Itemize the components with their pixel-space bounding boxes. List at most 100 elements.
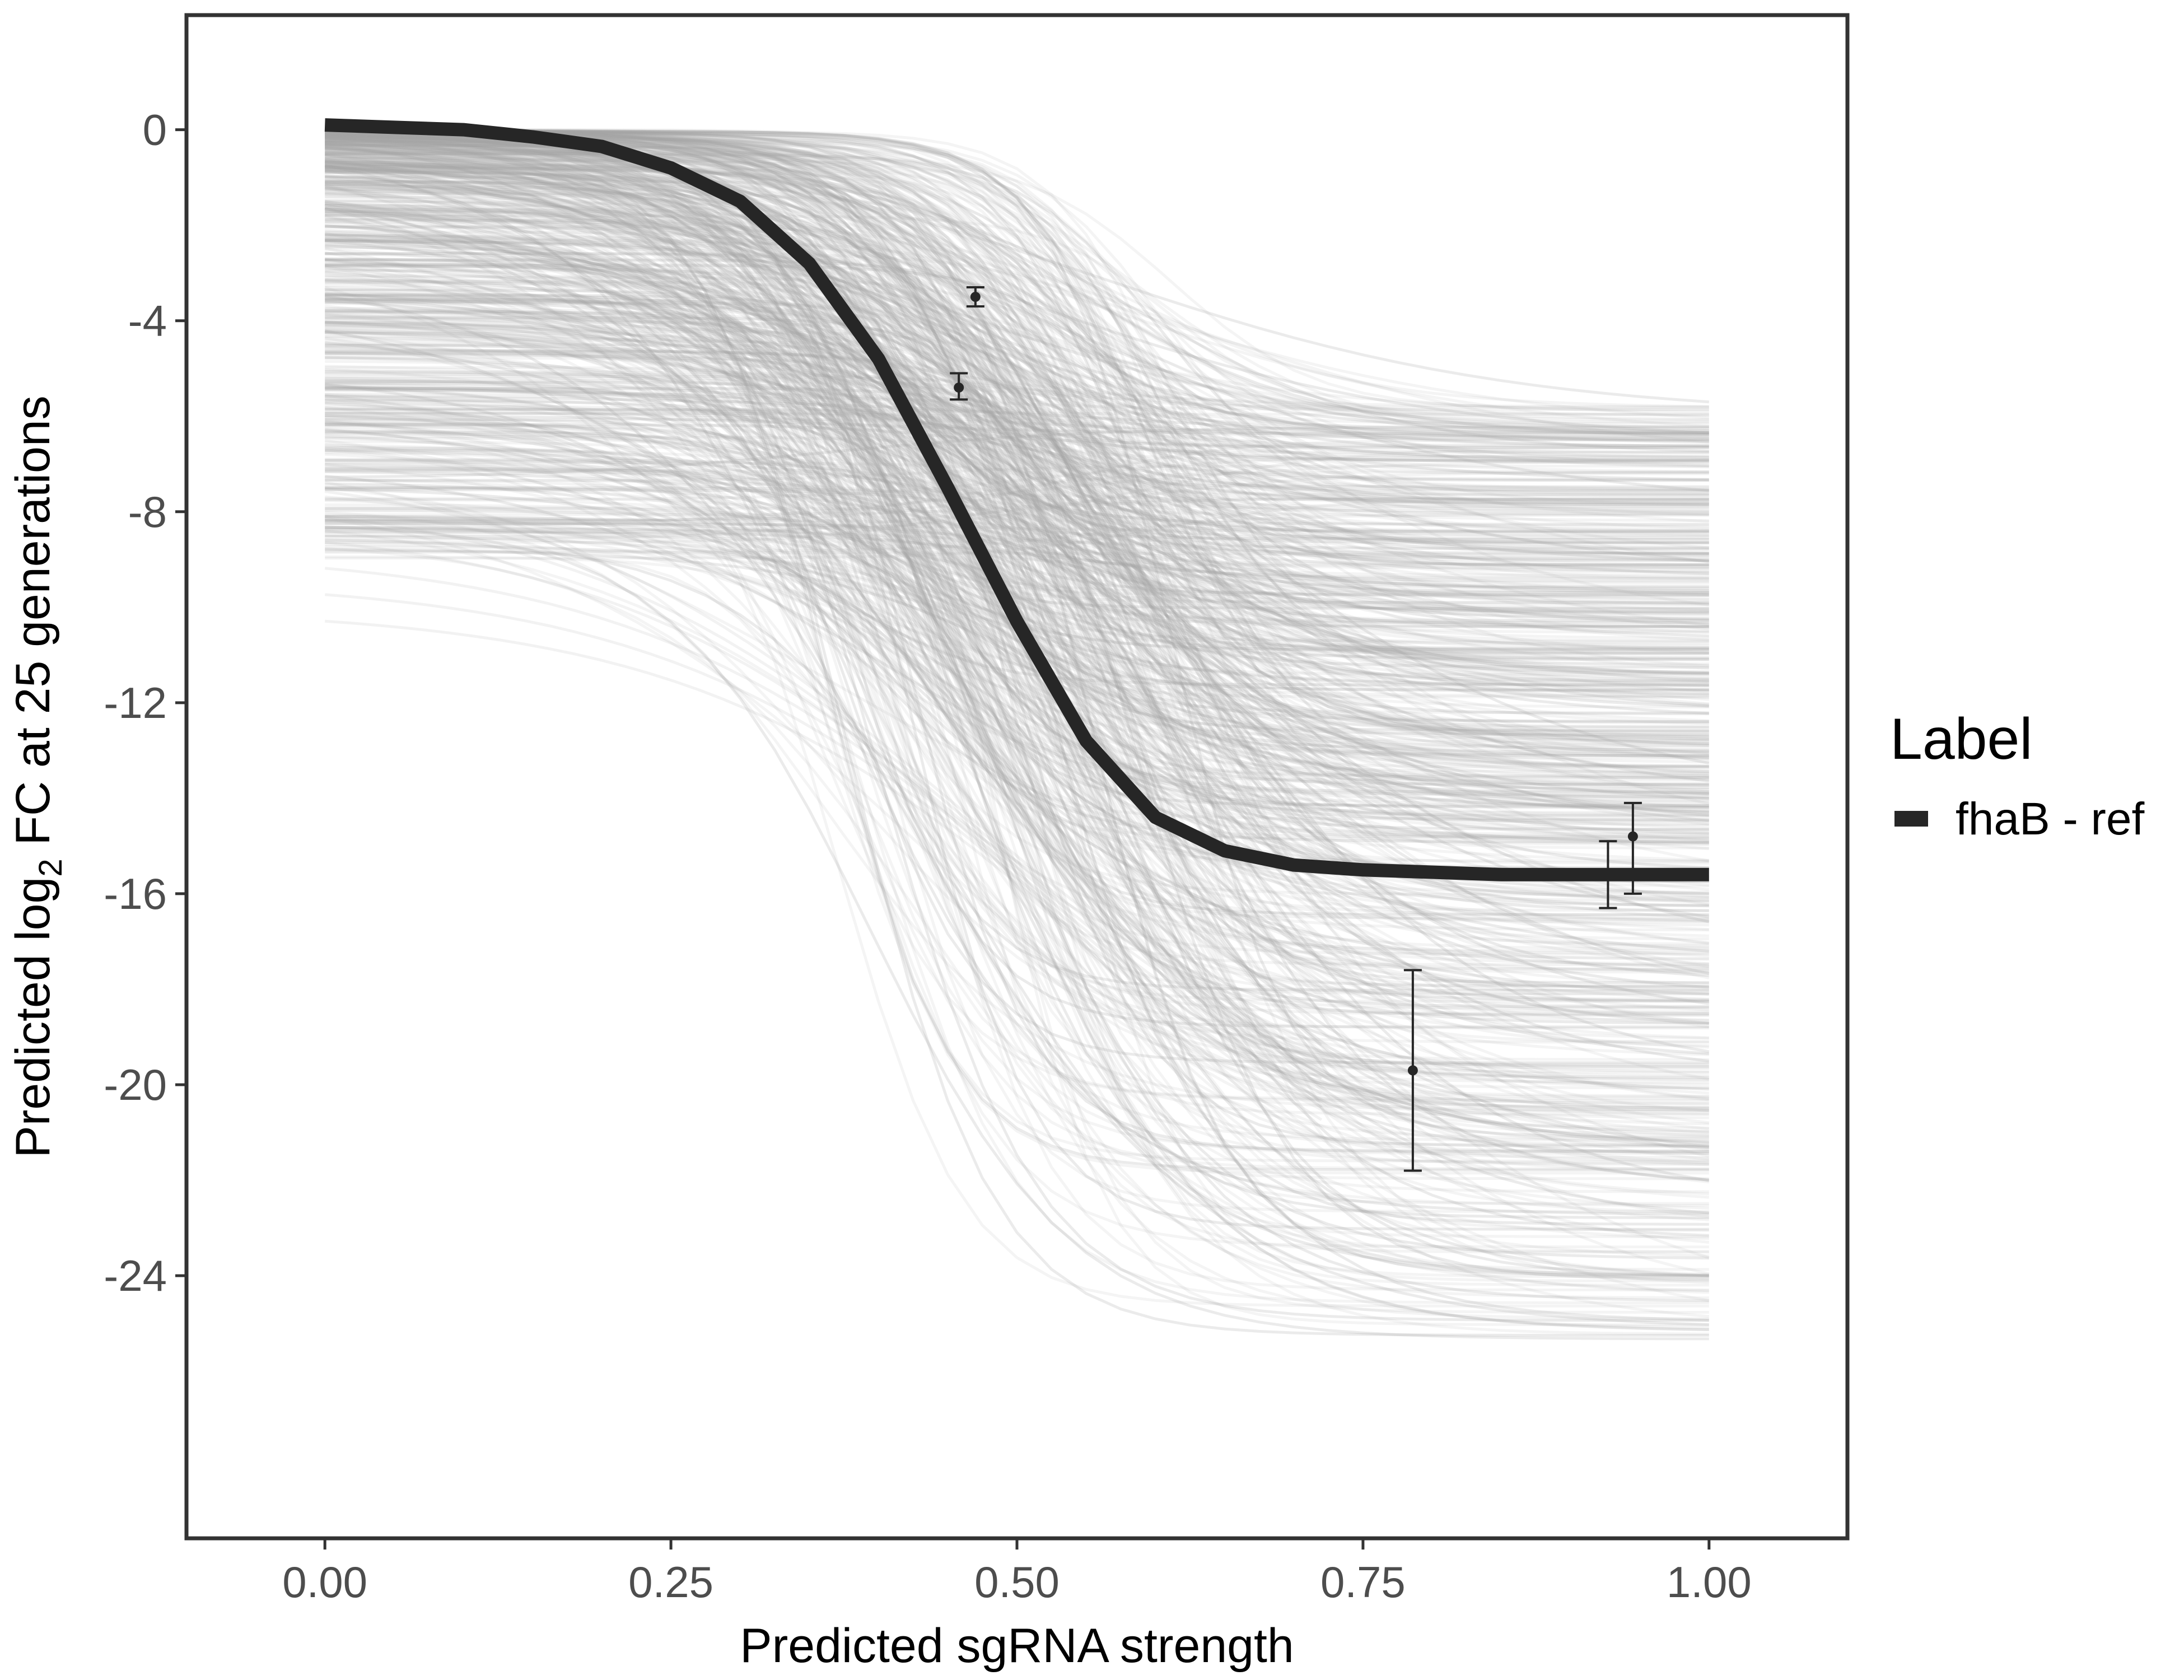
posterior-curve [325,141,1710,765]
posterior-curve [325,137,1709,404]
posterior-curve [325,357,1709,512]
posterior-curve [325,181,1709,1171]
posterior-curve [325,316,1709,984]
posterior-curve [325,368,1709,696]
posterior-curve [325,130,1709,628]
posterior-curve [325,233,1709,835]
posterior-curve [324,160,1709,691]
posterior-curve [325,468,1709,1015]
posterior-curve [325,499,1709,779]
posterior-curve [325,411,1709,696]
posterior-curve [325,269,1709,821]
posterior-curve [325,289,1709,895]
posterior-curve [324,251,1710,1025]
posterior-curve [324,463,1710,887]
posterior-curve [325,143,1709,492]
posterior-curve [325,192,1709,1015]
posterior-curve [325,380,1709,709]
posterior-curve [325,459,1709,896]
posterior-curve [325,131,1709,422]
posterior-curve [325,551,1709,556]
posterior-curve [325,314,1710,631]
posterior-curve [325,414,1709,436]
y-tick-label: -16 [104,869,167,918]
posterior-curve [325,547,1709,1331]
posterior-curve [325,332,1709,961]
posterior-curve [324,142,1709,655]
posterior-curve [325,258,1709,502]
posterior-curve [325,129,1709,567]
posterior-curve [325,423,1709,1090]
posterior-curve [325,131,1709,796]
posterior-curve [325,343,1709,1291]
posterior-curve [325,470,1709,522]
posterior-curve [325,321,1710,563]
posterior-curve [324,200,1709,1012]
posterior-curve [325,230,1709,467]
posterior-curve [325,200,1709,1276]
plot-area [324,118,1710,1341]
posterior-curve [325,132,1709,491]
posterior-curve [325,130,1709,816]
posterior-curve [325,263,1709,614]
y-axis-title-subscript: 2 [32,858,69,876]
posterior-curve [325,214,1709,805]
posterior-curve [325,258,1709,1213]
posterior-curve [325,203,1709,778]
posterior-curve [325,360,1709,1030]
posterior-curve [325,179,1709,814]
posterior-curve [325,163,1709,598]
posterior-curve [325,257,1709,692]
posterior-curve [324,175,1709,1056]
posterior-curve [325,312,1709,581]
posterior-curve [325,517,1709,1066]
posterior-curve [325,459,1709,620]
posterior-curve [325,264,1709,549]
posterior-curve [325,451,1709,1214]
posterior-curve [325,365,1709,468]
posterior-curve [324,153,1709,574]
posterior-curve [325,129,1709,555]
posterior-curve [324,394,1709,1001]
posterior-curve [325,226,1709,482]
posterior-curve [325,213,1709,796]
posterior-curve [325,184,1709,482]
posterior-curve [325,128,1709,649]
posterior-curve [325,430,1709,1308]
posterior-curve [325,143,1709,488]
posterior-curve [325,237,1709,1278]
posterior-curve [325,375,1709,509]
posterior-curve [325,225,1709,1008]
posterior-curve [325,385,1709,570]
posterior-curve [325,538,1709,1277]
posterior-curve [325,329,1710,1158]
posterior-curve [325,279,1709,647]
posterior-curve [325,147,1709,567]
posterior-curve [325,153,1709,734]
posterior-curve [325,478,1710,1100]
posterior-curve [325,144,1709,568]
posterior-curve [325,268,1709,496]
posterior-curve [325,218,1709,661]
posterior-curve [325,166,1709,1281]
posterior-curve [325,412,1709,475]
posterior-curve [325,210,1709,714]
posterior-curve [325,466,1709,541]
posterior-curve [325,519,1709,795]
posterior-curve [324,164,1710,975]
posterior-curve [325,525,1709,1341]
posterior-curve [325,332,1709,760]
posterior-curve [325,343,1709,1109]
posterior-curve [324,313,1709,686]
posterior-curve [325,448,1709,539]
posterior-curve [325,241,1709,723]
posterior-curve [325,214,1709,416]
posterior-curve [325,295,1709,799]
posterior-curve [325,301,1709,990]
posterior-curve [325,158,1709,654]
posterior-curve [325,507,1709,760]
posterior-curve [325,191,1709,523]
posterior-curve [325,356,1709,628]
posterior-curve [324,247,1709,778]
posterior-curve [325,507,1709,1287]
